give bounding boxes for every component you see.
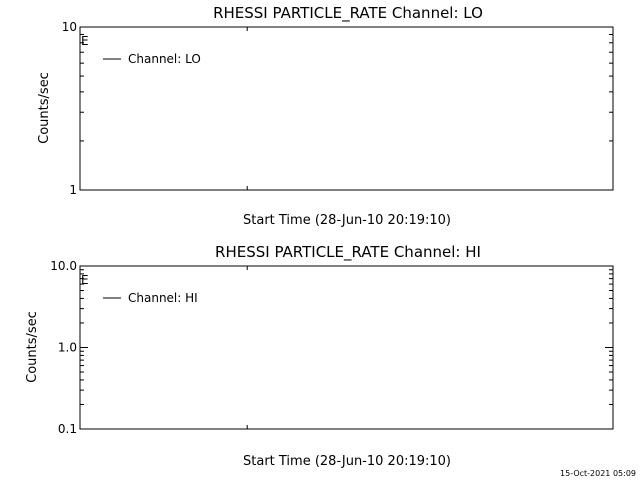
x-axis-hi: 20:3020:4521:0021:1521:3021:45: [246, 266, 248, 429]
y-tick-label: 10: [62, 20, 77, 34]
event-markers-lo: EE: [79, 27, 89, 190]
legend-label-hi: Channel: HI: [128, 291, 198, 305]
x-axis-title-hi: Start Time (28-Jun-10 20:19:10): [243, 454, 451, 469]
y-axis-title-lo: Counts/sec: [37, 72, 52, 144]
legend-label-lo: Channel: LO: [128, 52, 201, 66]
footer-timestamp: 15-Oct-2021 05:09: [560, 469, 636, 478]
y-tick-label: 1: [69, 183, 77, 197]
y-tick-label: 1.0: [58, 341, 77, 355]
event-marker-label: E: [81, 273, 89, 287]
y-tick-label: 0.1: [58, 422, 77, 436]
event-marker-label: E: [81, 34, 89, 48]
y-tick-label: 10.0: [50, 259, 77, 273]
y-axis-title-hi: Counts/sec: [25, 311, 40, 383]
chart-title-lo: RHESSI PARTICLE_RATE Channel: LO: [213, 4, 483, 23]
panel-lo: RHESSI PARTICLE_RATE Channel: LO 20:3020…: [37, 4, 614, 228]
chart-title-hi: RHESSI PARTICLE_RATE Channel: HI: [215, 243, 481, 262]
event-markers-hi: EE: [79, 266, 89, 429]
panel-hi: RHESSI PARTICLE_RATE Channel: HI 20:3020…: [25, 243, 614, 469]
y-axis-hi: 10.0 1.0 0.1: [50, 259, 613, 436]
x-axis-title-lo: Start Time (28-Jun-10 20:19:10): [243, 213, 451, 228]
x-axis-lo: 20:3020:4521:0021:1521:3021:45: [246, 27, 248, 190]
y-axis-lo: 10 1: [62, 20, 613, 197]
